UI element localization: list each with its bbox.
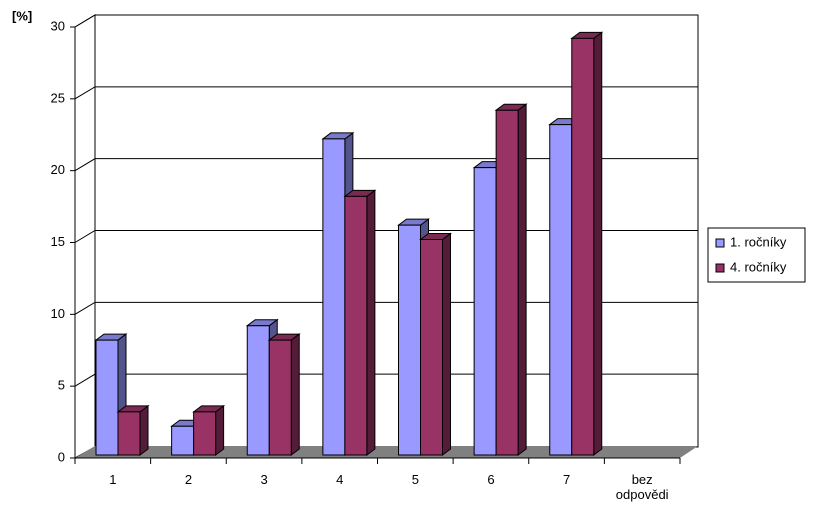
bar-face bbox=[117, 411, 141, 456]
y-tick-label: 20 bbox=[51, 162, 65, 177]
bar bbox=[419, 232, 452, 456]
x-tick-label: 3 bbox=[260, 472, 268, 487]
bar-face bbox=[571, 37, 595, 456]
y-tick-label: 5 bbox=[58, 378, 65, 393]
bar bbox=[570, 31, 604, 456]
x-tick-label: 6 bbox=[487, 472, 495, 487]
bar-face bbox=[593, 31, 603, 456]
x-tick-label: 7 bbox=[562, 472, 571, 487]
bar-face bbox=[517, 103, 527, 456]
legend-label: 1. ročníky bbox=[730, 234, 787, 249]
y-tick-label: 25 bbox=[51, 90, 65, 105]
y-tick-label: 30 bbox=[51, 18, 65, 33]
bar bbox=[343, 189, 377, 456]
bar bbox=[267, 333, 301, 456]
x-tick-label: 2 bbox=[184, 472, 193, 487]
floor bbox=[75, 446, 698, 458]
legend-label: 4. ročníky bbox=[730, 259, 787, 274]
bar-face bbox=[473, 167, 497, 456]
bar bbox=[494, 103, 528, 456]
x-tick-label: 1 bbox=[109, 472, 117, 487]
y-axis-label: [%] bbox=[12, 8, 32, 23]
x-tick-label: 5 bbox=[411, 472, 419, 487]
bar-face bbox=[193, 411, 217, 456]
bar-face bbox=[398, 224, 421, 456]
bar-face bbox=[495, 109, 519, 456]
bar-face bbox=[171, 425, 195, 456]
legend-swatch bbox=[715, 238, 725, 248]
bar-face bbox=[246, 325, 270, 456]
y-tick-label: 0 bbox=[58, 449, 65, 464]
bar-face bbox=[215, 404, 225, 456]
x-tick-label: bez odpovědi bbox=[615, 472, 669, 502]
bar-face bbox=[139, 404, 149, 456]
bar-face bbox=[366, 189, 376, 456]
bar bbox=[116, 404, 150, 456]
bar-face bbox=[344, 195, 368, 456]
bar-face bbox=[549, 124, 573, 456]
bar-face bbox=[95, 339, 119, 456]
bar-face bbox=[268, 339, 292, 456]
bar-face bbox=[420, 239, 443, 456]
y-tick-label: 10 bbox=[51, 306, 65, 321]
legend bbox=[707, 227, 806, 283]
y-tick-label: 15 bbox=[51, 234, 65, 249]
bar bbox=[192, 404, 226, 456]
grid-line bbox=[74, 86, 698, 100]
bar-face bbox=[442, 232, 451, 456]
bar-face bbox=[290, 333, 300, 456]
bar-face bbox=[322, 138, 346, 456]
legend-swatch bbox=[715, 263, 725, 273]
x-tick-label: 4 bbox=[336, 472, 344, 487]
grid-line bbox=[74, 14, 698, 28]
